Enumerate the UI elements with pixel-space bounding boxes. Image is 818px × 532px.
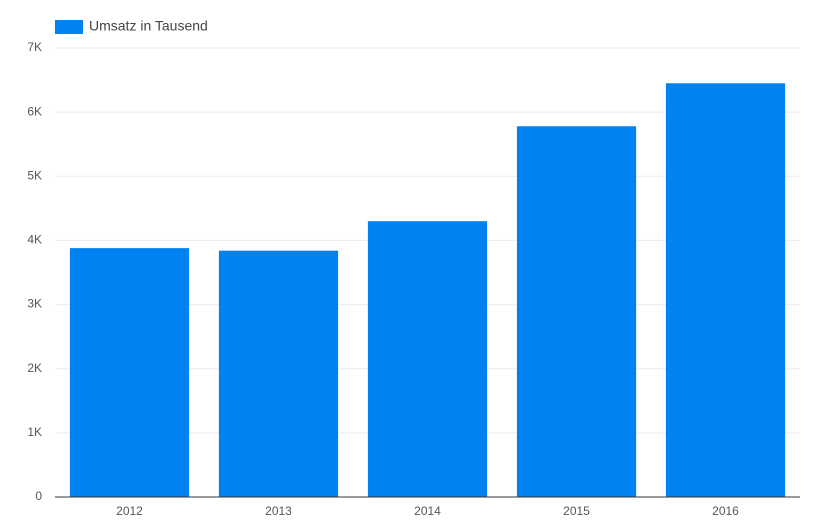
y-tick-label: 7K — [27, 40, 42, 54]
y-tick-label: 2K — [27, 361, 42, 375]
y-tick-label: 6K — [27, 104, 42, 118]
bar — [69, 248, 190, 497]
bar — [218, 250, 339, 497]
y-tick-label: 1K — [27, 425, 42, 439]
y-tick-label: 4K — [27, 233, 42, 247]
x-tick-label: 2016 — [712, 504, 739, 518]
legend-swatch — [55, 20, 83, 34]
legend-label: Umsatz in Tausend — [89, 18, 208, 34]
y-tick-label: 0 — [35, 489, 42, 503]
x-tick-label: 2015 — [563, 504, 590, 518]
y-tick-label: 5K — [27, 168, 42, 182]
bar — [516, 126, 637, 498]
x-tick-label: 2014 — [414, 504, 441, 518]
y-tick-label: 3K — [27, 297, 42, 311]
bar — [367, 221, 488, 497]
x-tick-label: 2013 — [265, 504, 292, 518]
x-tick-label: 2012 — [116, 504, 143, 518]
bar — [665, 83, 786, 498]
